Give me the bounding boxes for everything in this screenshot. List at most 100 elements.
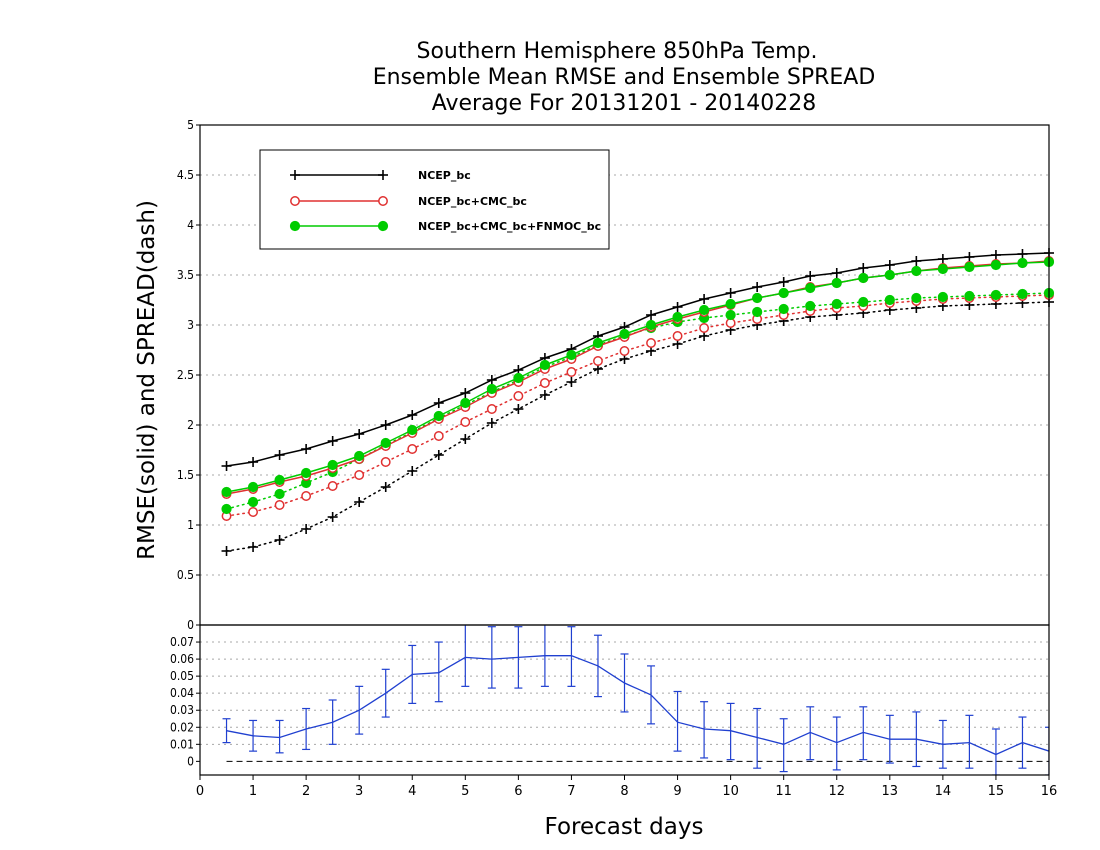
dot-marker [460,397,471,409]
plot-frame-bottom [199,624,1050,776]
x-tick-label: 6 [514,784,522,799]
dot-marker [805,300,816,312]
x-tick-label: 2 [302,784,310,799]
dot-marker [831,277,842,289]
y-tick-label: 0.01 [170,737,194,751]
legend-label: NCEP_bc [418,169,471,182]
dot-marker [778,303,789,315]
x-tick-label: 12 [828,784,845,799]
dot-marker [486,383,497,395]
circle-marker [354,470,365,480]
series-line [225,301,1050,552]
y-tick-label: 3.5 [177,268,194,282]
circle-marker [433,431,444,441]
circle-marker [539,378,550,388]
series-rmse-2 [221,256,1055,498]
x-tick-label: 0 [196,784,204,799]
circle-marker [646,338,656,348]
x-tick-label: 1 [249,784,257,799]
circle-marker [327,481,338,491]
dot-marker [698,304,710,316]
x-tick-label: 14 [935,784,952,799]
y-tick-label: 0.03 [170,703,194,717]
dot-marker [672,311,683,323]
dot-marker [377,220,389,232]
legend-box [259,149,610,250]
dot-marker [911,292,922,304]
circle-marker [672,331,683,341]
y-tick-label: 0.02 [170,720,194,734]
chart-title: Southern Hemisphere 850hPa Temp. Ensembl… [373,39,876,116]
y-tick-label: 0.06 [170,652,194,666]
dot-marker [247,496,259,508]
dot-marker [911,265,922,277]
dot-marker [380,437,391,449]
circle-marker [248,507,259,517]
y-tick-label: 2.5 [177,368,194,382]
y-tick-label: 0 [187,618,194,632]
y-tick-label: 4.5 [177,168,194,182]
dot-marker [937,291,948,303]
dot-marker [592,337,604,349]
dot-marker [990,289,1002,301]
dot-marker [858,272,869,284]
x-tick-label: 5 [461,784,469,799]
dot-marker [433,410,444,422]
series-line [225,292,1050,510]
y-tick-label: 0.5 [177,568,194,582]
dot-marker [274,474,285,486]
x-tick-label: 4 [408,784,416,799]
legend-item: NCEP_bc+CMC_bc [290,195,527,208]
x-tick-label: 3 [355,784,363,799]
legend-label: NCEP_bc+CMC_bc [418,195,527,208]
circle-marker [274,500,285,510]
title-line-2: Ensemble Mean RMSE and Ensemble SPREAD [373,65,876,90]
dot-marker [858,296,869,308]
legend-item: NCEP_bc+CMC_bc+FNMOC_bc [289,220,601,233]
dot-marker [539,359,551,371]
x-tick-label: 15 [988,784,1005,799]
dot-marker [289,220,301,232]
x-tick-label: 16 [1041,784,1058,799]
dot-marker [831,298,842,310]
difference-panel: 00.010.020.030.040.050.060.070 1 2 3 4 5 6 7 8 9 1… [170,624,1058,799]
dot-marker [805,282,816,294]
legend-item: NCEP_bc [290,169,471,182]
series-line [225,294,1050,517]
dot-marker [937,263,948,275]
dot-marker [619,328,630,340]
dot-marker [1017,257,1028,269]
dot-marker [1017,288,1028,300]
dot-marker [964,261,975,273]
circle-marker [380,457,391,467]
dot-marker [884,294,895,306]
difference-series [222,625,1049,775]
y-axis-label: RMSE(solid) and SPREAD(dash) [134,200,160,560]
series-spread-3 [221,297,1054,556]
dot-marker [301,467,312,479]
circle-marker [290,196,300,206]
y-tick-label: 5 [187,118,194,132]
dot-marker [221,503,232,515]
circle-marker [407,444,418,454]
circle-marker [301,491,312,501]
y-tick-label: 4 [187,218,194,232]
y-tick-label: 0.05 [170,669,194,683]
y-tick-label: 0.04 [170,686,194,700]
circle-marker [566,367,577,377]
dot-marker [247,481,259,493]
circle-marker [593,356,603,366]
legend: NCEP_bc NCEP_bc+CMC_bc NCEP_bc+CMC_bc+FNMO… [259,149,610,250]
dot-marker [778,287,789,299]
series-spread-4 [221,290,1054,521]
series-rmse-1 [221,256,1054,499]
dot-marker [990,259,1002,271]
dot-marker [752,292,763,304]
series-line [225,252,1050,467]
x-tick-label: 10 [722,784,739,799]
series-line [225,261,1050,493]
dot-marker [221,486,232,498]
y-tick-label: 0 [187,754,194,768]
x-tick-label: 13 [882,784,899,799]
